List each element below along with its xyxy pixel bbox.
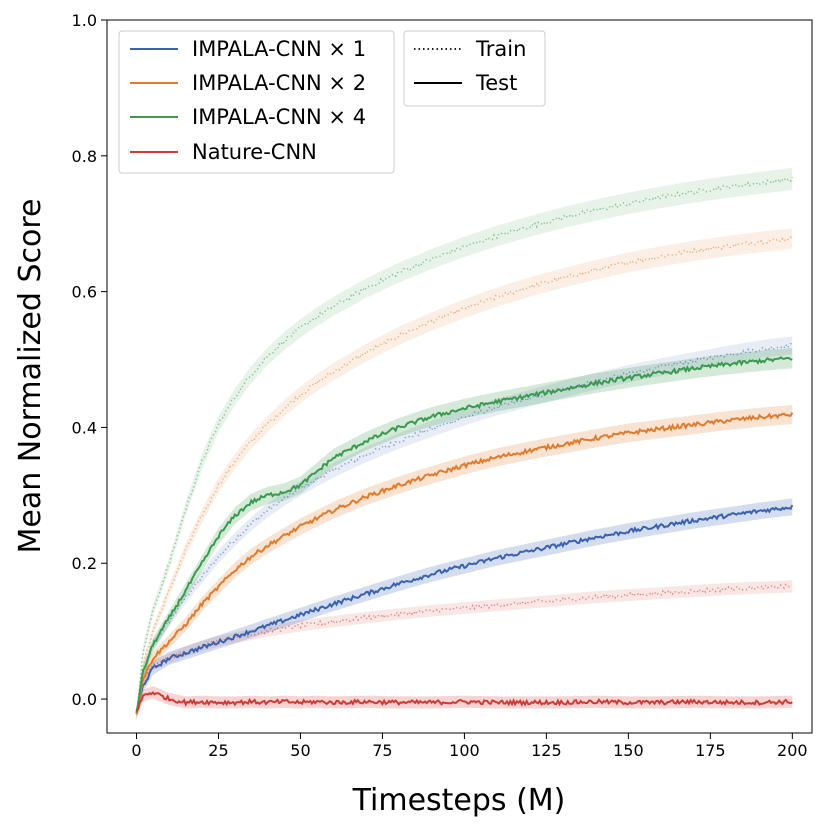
y-tick-label: 0.6 (72, 283, 97, 302)
legend-models: IMPALA-CNN × 1 IMPALA-CNN × 2 IMPALA-CNN… (118, 30, 395, 174)
series-lines (135, 176, 794, 715)
line-impala-cnn-4-train (135, 176, 794, 715)
x-axis-ticks: 0 25 50 75 100 125 150 175 200 (131, 733, 808, 760)
line-impala-cnn-2-test (135, 412, 794, 715)
band-nature-cnn-train (136, 580, 793, 718)
x-tick-label: 175 (695, 741, 726, 760)
legend-label-nature: Nature-CNN (192, 140, 317, 164)
band-impala-cnn-2-test (136, 405, 793, 719)
legend-label-impala-1: IMPALA-CNN × 1 (192, 37, 366, 61)
x-tick-label: 25 (208, 741, 228, 760)
x-tick-label: 200 (777, 741, 808, 760)
legend-models-box (118, 30, 395, 174)
legend-label-train: Train (475, 37, 526, 61)
band-impala-cnn-1-train (136, 336, 793, 718)
line-impala-cnn-1-train (135, 342, 793, 713)
legend-label-test: Test (475, 71, 517, 95)
plot-frame (106, 19, 813, 734)
y-tick-label: 0.4 (72, 418, 97, 437)
legend-label-impala-4: IMPALA-CNN × 4 (192, 105, 366, 129)
x-axis-title: Timesteps (M) (352, 783, 566, 818)
y-axis-title: Mean Normalized Score (13, 199, 48, 554)
x-tick-label: 75 (372, 741, 392, 760)
y-tick-label: 0.0 (72, 690, 97, 709)
y-tick-label: 0.8 (72, 147, 97, 166)
x-tick-label: 150 (613, 741, 644, 760)
legend-styles-box (403, 30, 546, 107)
y-tick-label: 1.0 (72, 11, 97, 30)
legend-styles: Train Test (403, 30, 546, 107)
x-tick-label: 0 (131, 741, 141, 760)
x-tick-label: 125 (531, 741, 562, 760)
line-nature-cnn-test (135, 691, 793, 713)
x-tick-label: 100 (449, 741, 480, 760)
band-impala-cnn-1-test (136, 498, 793, 719)
x-tick-label: 50 (290, 741, 310, 760)
legend-label-impala-2: IMPALA-CNN × 2 (192, 71, 366, 95)
y-tick-label: 0.2 (72, 554, 97, 573)
y-axis-ticks: 0.0 0.2 0.4 0.6 0.8 1.0 (72, 11, 107, 709)
line-impala-cnn-4-test (135, 356, 793, 713)
line-impala-cnn-1-test (135, 504, 794, 712)
